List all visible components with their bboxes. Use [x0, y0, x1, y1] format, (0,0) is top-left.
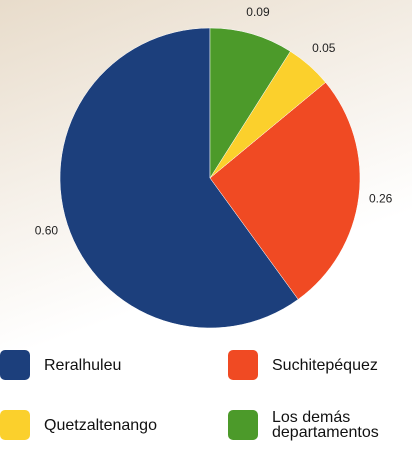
pie-slice — [209, 82, 361, 300]
legend-item: Suchitepéquez — [228, 350, 412, 380]
legend-label: Suchitepéquez — [272, 356, 378, 374]
legend-label: Los demás departamentos — [272, 409, 379, 441]
legend-label: Reralhuleu — [44, 356, 122, 374]
legend-swatch — [228, 350, 258, 380]
pie-slice — [209, 27, 291, 179]
data-label: 0.05 — [312, 41, 336, 55]
legend-swatch — [0, 350, 30, 380]
legend-item: Quetzaltenango — [0, 410, 184, 440]
legend-item: Reralhuleu — [0, 350, 184, 380]
data-label: 0.26 — [369, 192, 393, 206]
legend-swatch — [228, 410, 258, 440]
data-label: 0.60 — [35, 223, 59, 237]
legend-label: Quetzaltenango — [44, 416, 157, 434]
legend-swatch — [0, 410, 30, 440]
data-label: 0.09 — [246, 5, 270, 19]
pie-slice — [59, 27, 299, 329]
legend-item: Los demás departamentos — [228, 409, 412, 441]
